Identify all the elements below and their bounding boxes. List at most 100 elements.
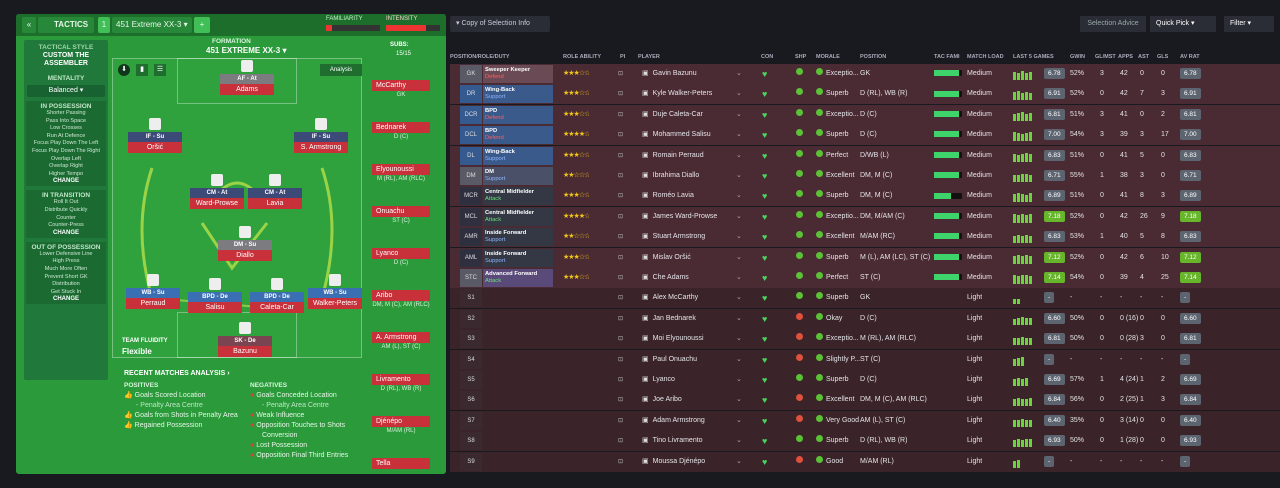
role-duty-dropdown[interactable]: Wing-Back Support [483, 85, 553, 104]
position-slot[interactable]: S8 [460, 432, 482, 451]
role-duty-dropdown[interactable]: Inside Forward Support [483, 248, 553, 267]
table-row[interactable]: S7 ⊡ ▣ Adam Armstrong ⌄ ♥ Very Good AM (L… [450, 410, 1280, 431]
role-duty-dropdown[interactable]: Inside Forward Support [483, 228, 553, 247]
tactic-slot[interactable]: 1 [98, 17, 110, 33]
sub-card[interactable]: Lyanco D (C) [372, 248, 430, 267]
table-row[interactable]: MCR Central Midfielder Attack ★★★☆☆ ⊡ ▣ Ro… [450, 186, 1280, 207]
analysis-button[interactable]: Analysis [320, 64, 362, 76]
selection-advice-button[interactable]: Selection Advice [1080, 16, 1146, 32]
role-duty-dropdown[interactable]: Wing-Back Support [483, 146, 553, 165]
column-header[interactable]: ROLE ABILITY [563, 54, 601, 60]
player-name-cell[interactable]: ▣ Mislav Oršić [642, 248, 691, 268]
column-header[interactable]: MATCH LOAD [967, 54, 1004, 60]
position-slot[interactable]: S6 [460, 391, 482, 410]
position-slot[interactable]: MCL [460, 207, 482, 226]
add-tactic-button[interactable]: + [194, 17, 210, 33]
chevron-down-icon[interactable]: ⌄ [736, 274, 742, 281]
table-row[interactable]: S4 ⊡ ▣ Paul Onuachu ⌄ ♥ Slightly P... ST … [450, 349, 1280, 370]
table-row[interactable]: S5 ⊡ ▣ Lyanco ⌄ ♥ Superb D (C) Light 6.69… [450, 370, 1280, 390]
pitch-player-wb-left[interactable]: WB - Su Perraud [126, 274, 180, 309]
pitch-player-af[interactable]: AF - At Adams [220, 60, 274, 95]
chevron-down-icon[interactable]: ⌄ [736, 131, 742, 139]
chevron-down-icon[interactable]: ⌄ [736, 314, 742, 322]
table-row[interactable]: S1 ⊡ ▣ Alex McCarthy ⌄ ♥ Superb GK Light … [450, 288, 1280, 309]
table-row[interactable]: S8 ⊡ ▣ Tino Livramento ⌄ ♥ Superb D (RL),… [450, 431, 1280, 452]
pitch-player-if-left[interactable]: IF - Su Oršić [128, 118, 182, 153]
table-row[interactable]: MCL Central Midfielder Attack ★★★★☆ ⊡ ▣ Ja… [450, 206, 1280, 227]
chevron-down-icon[interactable]: ⌄ [736, 457, 742, 465]
pi-icon[interactable]: ⊡ [618, 356, 624, 363]
sub-card[interactable]: Onuachu ST (C) [372, 206, 430, 225]
role-duty-dropdown[interactable]: Central Midfielder Attack [483, 207, 553, 226]
table-row[interactable]: S9 ⊡ ▣ Moussa Djénépo ⌄ ♥ Good M/AM (RL) … [450, 451, 1280, 472]
table-row[interactable]: DCL BPD Defend ★★★★☆ ⊡ ▣ Mohammed Salisu ⌄… [450, 125, 1280, 146]
chevron-down-icon[interactable]: ⌄ [736, 233, 742, 241]
role-duty-dropdown[interactable]: DM Support [483, 167, 553, 185]
player-name-cell[interactable]: ▣ Romain Perraud [642, 146, 704, 166]
chevron-down-icon[interactable]: ⌄ [736, 253, 742, 261]
pi-icon[interactable]: ⊡ [618, 234, 624, 241]
role-duty-dropdown[interactable]: Sweeper Keeper Defend [483, 65, 553, 83]
pi-icon[interactable]: ⊡ [618, 438, 624, 445]
player-name-cell[interactable]: ▣ Joe Aribo [642, 390, 682, 410]
player-name-cell[interactable]: ▣ Roméo Lavia [642, 186, 694, 206]
player-name-cell[interactable]: ▣ Che Adams [642, 268, 689, 288]
position-slot[interactable]: S2 [460, 309, 482, 328]
pi-icon[interactable]: ⊡ [618, 458, 624, 465]
sub-card[interactable]: A. Armstrong AM (L), ST (C) [372, 332, 430, 351]
chevron-down-icon[interactable]: ⌄ [736, 90, 742, 98]
position-slot[interactable]: DR [460, 85, 482, 104]
pi-icon[interactable]: ⊡ [618, 152, 624, 159]
table-row[interactable]: DCR BPD Defend ★★★☆☆ ⊡ ▣ Duje Caleta-Car ⌄… [450, 104, 1280, 125]
sub-card[interactable]: McCarthy GK [372, 80, 430, 99]
pitch-player-dm[interactable]: DM - Su Diallo [218, 226, 272, 261]
table-row[interactable]: S3 ⊡ ▣ Moi Elyounoussi ⌄ ♥ Exceptio... M … [450, 329, 1280, 350]
chevron-down-icon[interactable]: ⌄ [736, 151, 742, 159]
table-row[interactable]: S6 ⊡ ▣ Joe Aribo ⌄ ♥ Excellent DM, M (C),… [450, 390, 1280, 411]
player-name-cell[interactable]: ▣ Duje Caleta-Car [642, 105, 703, 125]
column-header[interactable]: AST [1138, 54, 1149, 60]
position-slot[interactable]: S3 [460, 330, 482, 349]
collapse-icon[interactable]: « [22, 17, 36, 33]
pi-icon[interactable]: ⊡ [618, 397, 624, 404]
chevron-down-icon[interactable]: ⌄ [736, 376, 742, 383]
chevron-down-icon[interactable]: ⌄ [736, 110, 742, 118]
pi-icon[interactable]: ⊡ [618, 254, 624, 261]
chevron-down-icon[interactable]: ⌄ [736, 172, 742, 179]
column-header[interactable]: POSITION [860, 54, 887, 60]
column-header[interactable]: TAC FAMI [934, 54, 960, 60]
role-duty-dropdown[interactable]: BPD Defend [483, 105, 553, 124]
table-row[interactable]: DR Wing-Back Support ★★★☆☆ ⊡ ▣ Kyle Walker… [450, 84, 1280, 105]
player-name-cell[interactable]: ▣ Jan Bednarek [642, 309, 696, 329]
column-header[interactable]: APPS [1118, 54, 1133, 60]
mentality-dropdown[interactable]: Balanced ▾ [27, 85, 105, 97]
pitch-player-wb-right[interactable]: WB - Su Walker-Peters [308, 274, 362, 309]
column-header[interactable]: MORALE [816, 54, 840, 60]
column-header[interactable]: GLS [1157, 54, 1169, 60]
position-slot[interactable]: DCL [460, 126, 482, 145]
pitch-player-cm-left[interactable]: CM - At Ward-Prowse [190, 174, 244, 209]
rmr-title-link[interactable]: RECENT MATCHES ANALYSIS › [124, 370, 230, 377]
pi-icon[interactable]: ⊡ [618, 417, 624, 424]
pi-icon[interactable]: ⊡ [618, 173, 624, 179]
pitch-player-if-right[interactable]: IF - Su S. Armstrong [294, 118, 348, 153]
chevron-down-icon[interactable]: ⌄ [736, 437, 742, 445]
chevron-down-icon[interactable]: ⌄ [736, 355, 742, 363]
column-header[interactable]: GL/MST [1095, 54, 1116, 60]
position-slot[interactable]: S5 [460, 371, 482, 389]
column-header[interactable]: SHP [795, 54, 807, 60]
position-slot[interactable]: S4 [460, 350, 482, 369]
stats-icon[interactable]: ▮ [136, 64, 148, 76]
column-header[interactable]: LAST 5 GAMES [1013, 54, 1054, 60]
player-name-cell[interactable]: ▣ Adam Armstrong [642, 411, 705, 431]
player-name-cell[interactable]: ▣ Kyle Walker-Peters [642, 84, 712, 104]
sub-card[interactable]: Livramento D (RL), WB (R) [372, 374, 430, 393]
tactical-style-name[interactable]: CUSTOM THE ASSEMBLER [42, 52, 90, 67]
column-header[interactable]: POSITION/ROLE/DUTY [450, 54, 510, 60]
chevron-down-icon[interactable]: ⌄ [736, 396, 742, 404]
tactics-tab[interactable]: TACTICS [38, 17, 94, 33]
sub-card[interactable]: Bednarek D (C) [372, 122, 430, 141]
filter-button[interactable]: Filter ▾ [1224, 16, 1274, 32]
position-slot[interactable]: S1 [460, 289, 482, 308]
quick-pick-button[interactable]: Quick Pick ▾ [1150, 16, 1216, 32]
